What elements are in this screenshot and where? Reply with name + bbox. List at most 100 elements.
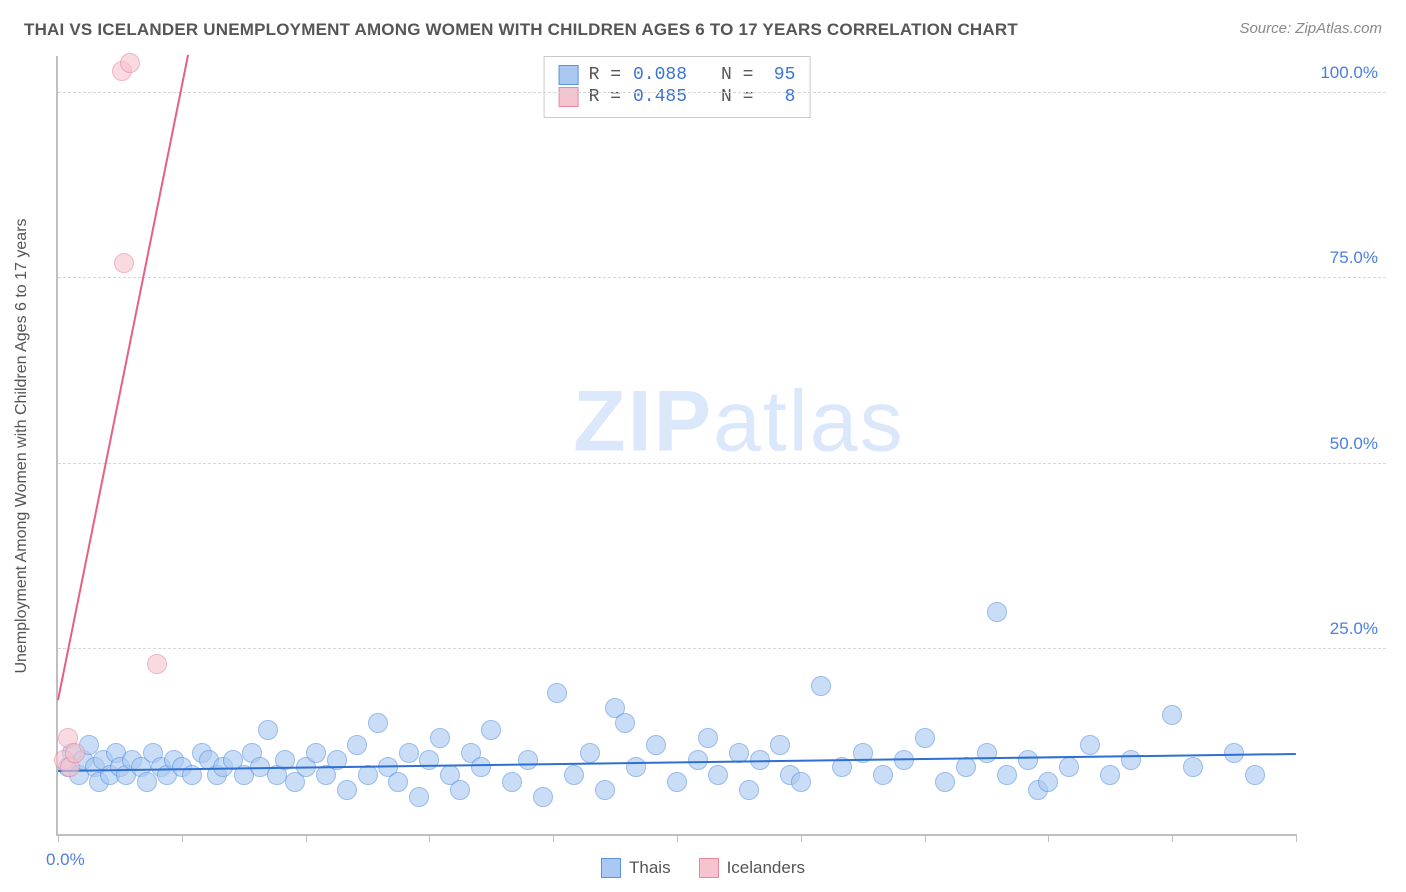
data-point <box>698 728 718 748</box>
data-point <box>306 743 326 763</box>
y-tick-label: 25.0% <box>1330 619 1378 639</box>
data-point <box>626 757 646 777</box>
y-axis-label: Unemployment Among Women with Children A… <box>13 218 31 673</box>
x-tick <box>182 834 183 842</box>
data-point <box>533 787 553 807</box>
y-tick-label: 50.0% <box>1330 434 1378 454</box>
x-axis-min-label: 0.0% <box>46 850 85 870</box>
data-point <box>147 654 167 674</box>
data-point <box>997 765 1017 785</box>
x-tick <box>1048 834 1049 842</box>
data-point <box>137 772 157 792</box>
data-point <box>450 780 470 800</box>
y-tick-label: 75.0% <box>1330 248 1378 268</box>
x-tick <box>429 834 430 842</box>
r-value: 0.485 <box>631 87 687 107</box>
x-tick <box>677 834 678 842</box>
data-point <box>729 743 749 763</box>
r-value: 0.088 <box>631 65 687 85</box>
x-tick <box>1172 834 1173 842</box>
data-point <box>337 780 357 800</box>
source-label: Source: ZipAtlas.com <box>1239 20 1382 37</box>
legend-label: Icelanders <box>727 858 805 878</box>
data-point <box>811 676 831 696</box>
data-point <box>580 743 600 763</box>
data-point <box>646 735 666 755</box>
stats-row: R = 0.485 N = 8 <box>559 87 796 107</box>
data-point <box>502 772 522 792</box>
data-point <box>1162 705 1182 725</box>
data-point <box>739 780 759 800</box>
data-point <box>935 772 955 792</box>
data-point <box>1245 765 1265 785</box>
data-point <box>708 765 728 785</box>
data-point <box>481 720 501 740</box>
stats-legend: R = 0.088 N = 95 R = 0.485 N = 8 <box>544 56 811 118</box>
chart-title: THAI VS ICELANDER UNEMPLOYMENT AMONG WOM… <box>24 20 1018 40</box>
n-label: N = <box>721 87 753 107</box>
data-point <box>1183 757 1203 777</box>
n-value: 8 <box>763 87 795 107</box>
legend-swatch <box>699 858 719 878</box>
data-point <box>1038 772 1058 792</box>
x-tick <box>1296 834 1297 842</box>
data-point <box>430 728 450 748</box>
data-point <box>120 53 140 73</box>
data-point <box>1121 750 1141 770</box>
data-point <box>399 743 419 763</box>
gridline <box>58 277 1386 278</box>
r-label: R = <box>589 87 621 107</box>
x-tick <box>306 834 307 842</box>
data-point <box>1080 735 1100 755</box>
data-point <box>873 765 893 785</box>
x-tick <box>801 834 802 842</box>
x-tick <box>58 834 59 842</box>
legend-item: Thais <box>601 858 671 878</box>
stats-row: R = 0.088 N = 95 <box>559 65 796 85</box>
data-point <box>956 757 976 777</box>
legend-swatch <box>559 65 579 85</box>
gridline <box>58 648 1386 649</box>
data-point <box>471 757 491 777</box>
watermark: ZIPatlas <box>573 372 904 471</box>
scatter-plot: ZIPatlas R =0.088N =95R =0.485N =8 25.0%… <box>56 56 1296 836</box>
data-point <box>915 728 935 748</box>
data-point <box>1224 743 1244 763</box>
data-point <box>518 750 538 770</box>
data-point <box>595 780 615 800</box>
data-point <box>1059 757 1079 777</box>
gridline <box>58 463 1386 464</box>
n-label: N = <box>721 65 753 85</box>
data-point <box>977 743 997 763</box>
series-legend: Thais Icelanders <box>601 858 805 878</box>
data-point <box>1018 750 1038 770</box>
legend-label: Thais <box>629 858 671 878</box>
legend-swatch <box>559 87 579 107</box>
data-point <box>987 602 1007 622</box>
data-point <box>615 713 635 733</box>
r-label: R = <box>589 65 621 85</box>
data-point <box>347 735 367 755</box>
data-point <box>388 772 408 792</box>
legend-item: Icelanders <box>699 858 805 878</box>
data-point <box>65 743 85 763</box>
y-tick-label: 100.0% <box>1320 63 1378 83</box>
plot-area: Unemployment Among Women with Children A… <box>56 56 1386 836</box>
data-point <box>667 772 687 792</box>
gridline <box>58 92 1386 93</box>
data-point <box>258 720 278 740</box>
data-point <box>770 735 790 755</box>
data-point <box>114 253 134 273</box>
n-value: 95 <box>763 65 795 85</box>
data-point <box>1100 765 1120 785</box>
x-tick <box>553 834 554 842</box>
data-point <box>547 683 567 703</box>
data-point <box>791 772 811 792</box>
data-point <box>564 765 584 785</box>
x-tick <box>925 834 926 842</box>
data-point <box>409 787 429 807</box>
data-point <box>688 750 708 770</box>
legend-swatch <box>601 858 621 878</box>
trend-line <box>57 55 189 700</box>
data-point <box>368 713 388 733</box>
